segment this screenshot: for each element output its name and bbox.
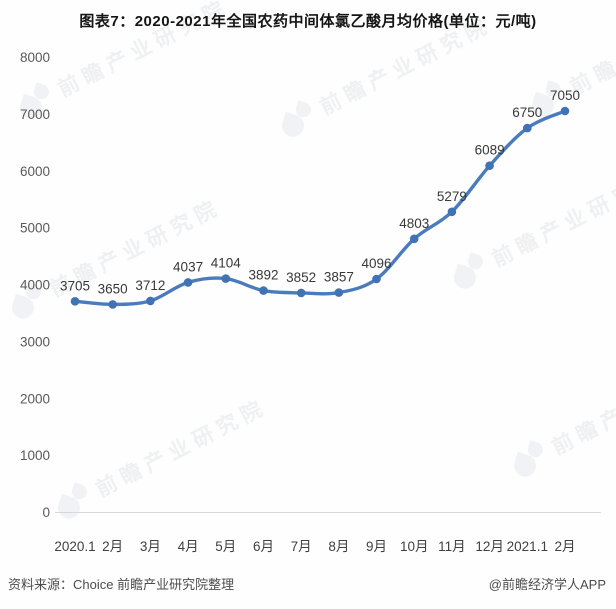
y-axis-tick-label: 7000	[20, 107, 50, 122]
y-axis-tick-label: 5000	[20, 221, 50, 236]
data-point-marker	[296, 288, 306, 298]
data-point-label: 4104	[211, 256, 242, 271]
y-axis-tick-label: 0	[42, 505, 50, 520]
footer: 资料来源：Choice 前瞻产业研究院整理 @前瞻经济学人APP	[0, 570, 616, 594]
x-axis-tick-label: 12月	[475, 539, 504, 554]
data-point-label: 6750	[512, 105, 542, 120]
x-axis-tick-label: 9月	[366, 539, 387, 554]
x-axis-tick-label: 8月	[328, 539, 349, 554]
data-point-label: 7050	[550, 88, 580, 103]
price-line-chart: 0 1000 2000 3000 4000 5000 6000 7000 8000 2020.1 2…	[20, 50, 601, 554]
chart-title: 图表7：2020-2021年全国农药中间体氯乙酸月均价格(单位：元/吨)	[79, 13, 537, 30]
y-axis-tick-label: 8000	[20, 50, 50, 65]
x-axis-tick-label: 11月	[438, 539, 466, 554]
data-point-label: 3705	[60, 278, 90, 293]
price-line-series	[73, 109, 567, 307]
data-point-label: 4096	[362, 256, 392, 271]
data-point-label: 3650	[98, 281, 128, 296]
x-axis-tick-label: 2月	[102, 539, 123, 554]
data-point-marker	[70, 297, 80, 306]
data-point-marker	[560, 106, 570, 116]
source-note: 资料来源：Choice 前瞻产业研究院整理	[8, 577, 235, 592]
x-axis-tick-label: 7月	[291, 539, 312, 554]
y-axis-tick-label: 6000	[20, 164, 50, 179]
y-axis-tick-label: 3000	[20, 334, 50, 349]
x-axis-tick-label: 6月	[253, 539, 274, 554]
data-point-marker	[485, 161, 494, 170]
data-point-marker	[259, 286, 268, 295]
data-point-label: 4803	[399, 216, 429, 231]
data-point-marker	[221, 274, 231, 283]
x-axis-tick-label: 2021.1	[507, 539, 548, 554]
data-point-label: 3857	[324, 270, 354, 285]
x-axis-tick-label: 4月	[178, 539, 199, 554]
data-point-marker	[334, 288, 344, 297]
data-point-label: 4037	[173, 259, 203, 274]
x-axis-tick-label: 2020.1	[54, 539, 95, 554]
data-point-label: 3712	[135, 278, 165, 293]
x-axis-tick-label: 3月	[140, 539, 161, 554]
credit-note: @前瞻经济学人APP	[488, 577, 606, 592]
data-point-marker	[108, 300, 117, 309]
data-point-marker	[183, 278, 193, 287]
data-point-marker	[372, 274, 381, 284]
data-point-label: 3852	[286, 270, 316, 285]
data-point-marker	[409, 234, 419, 244]
data-point-label: 5279	[437, 189, 467, 204]
y-axis-tick-label: 2000	[20, 391, 50, 406]
x-axis-tick-label: 5月	[215, 539, 236, 554]
data-point-marker	[523, 123, 532, 133]
data-point-marker	[447, 207, 457, 217]
data-point-label: 3892	[248, 268, 278, 283]
y-axis-tick-label: 1000	[20, 448, 50, 463]
data-point-marker	[146, 296, 155, 306]
x-axis-tick-label: 2月	[554, 539, 575, 554]
x-axis-tick-label: 10月	[400, 539, 429, 554]
data-point-label: 6089	[475, 143, 505, 158]
y-axis-tick-label: 4000	[20, 278, 50, 293]
